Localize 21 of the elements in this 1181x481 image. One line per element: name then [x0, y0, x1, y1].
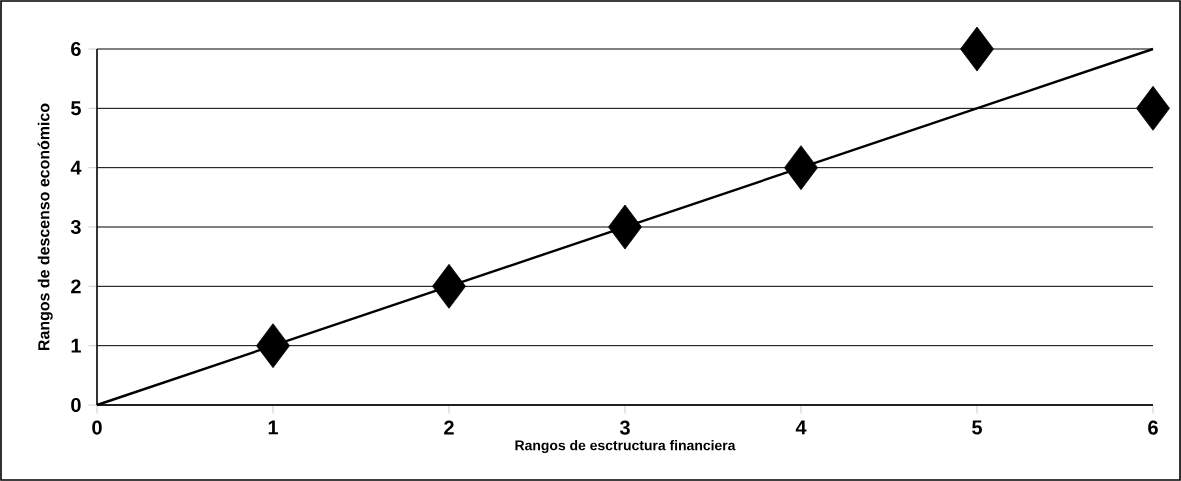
point: [256, 323, 290, 369]
x-tick-label: 0: [92, 420, 102, 435]
point: [608, 204, 642, 250]
point: [432, 263, 466, 309]
y-tick-label: 2: [71, 279, 81, 294]
point: [784, 145, 818, 191]
y-tick-label: 3: [70, 219, 81, 235]
y-tick-label: 1: [71, 338, 81, 353]
x-tick-label: 3: [619, 420, 630, 435]
x-axis-title: Rangos de esctructura financiera: [515, 440, 736, 454]
y-tick-label: 5: [71, 101, 81, 116]
y-tick-label: 4: [70, 160, 82, 175]
x-tick-label: 4: [795, 420, 807, 435]
y-tick-label: 6: [71, 41, 81, 57]
x-tick-label: 6: [1148, 420, 1158, 435]
x-tick-label: 5: [972, 420, 982, 435]
y-axis-title: Rangos de descenso económico: [37, 103, 53, 350]
y-tick-label: 0: [71, 397, 81, 413]
x-tick-label: 1: [268, 420, 278, 435]
x-tick-label: 2: [444, 420, 454, 435]
point: [960, 26, 994, 72]
